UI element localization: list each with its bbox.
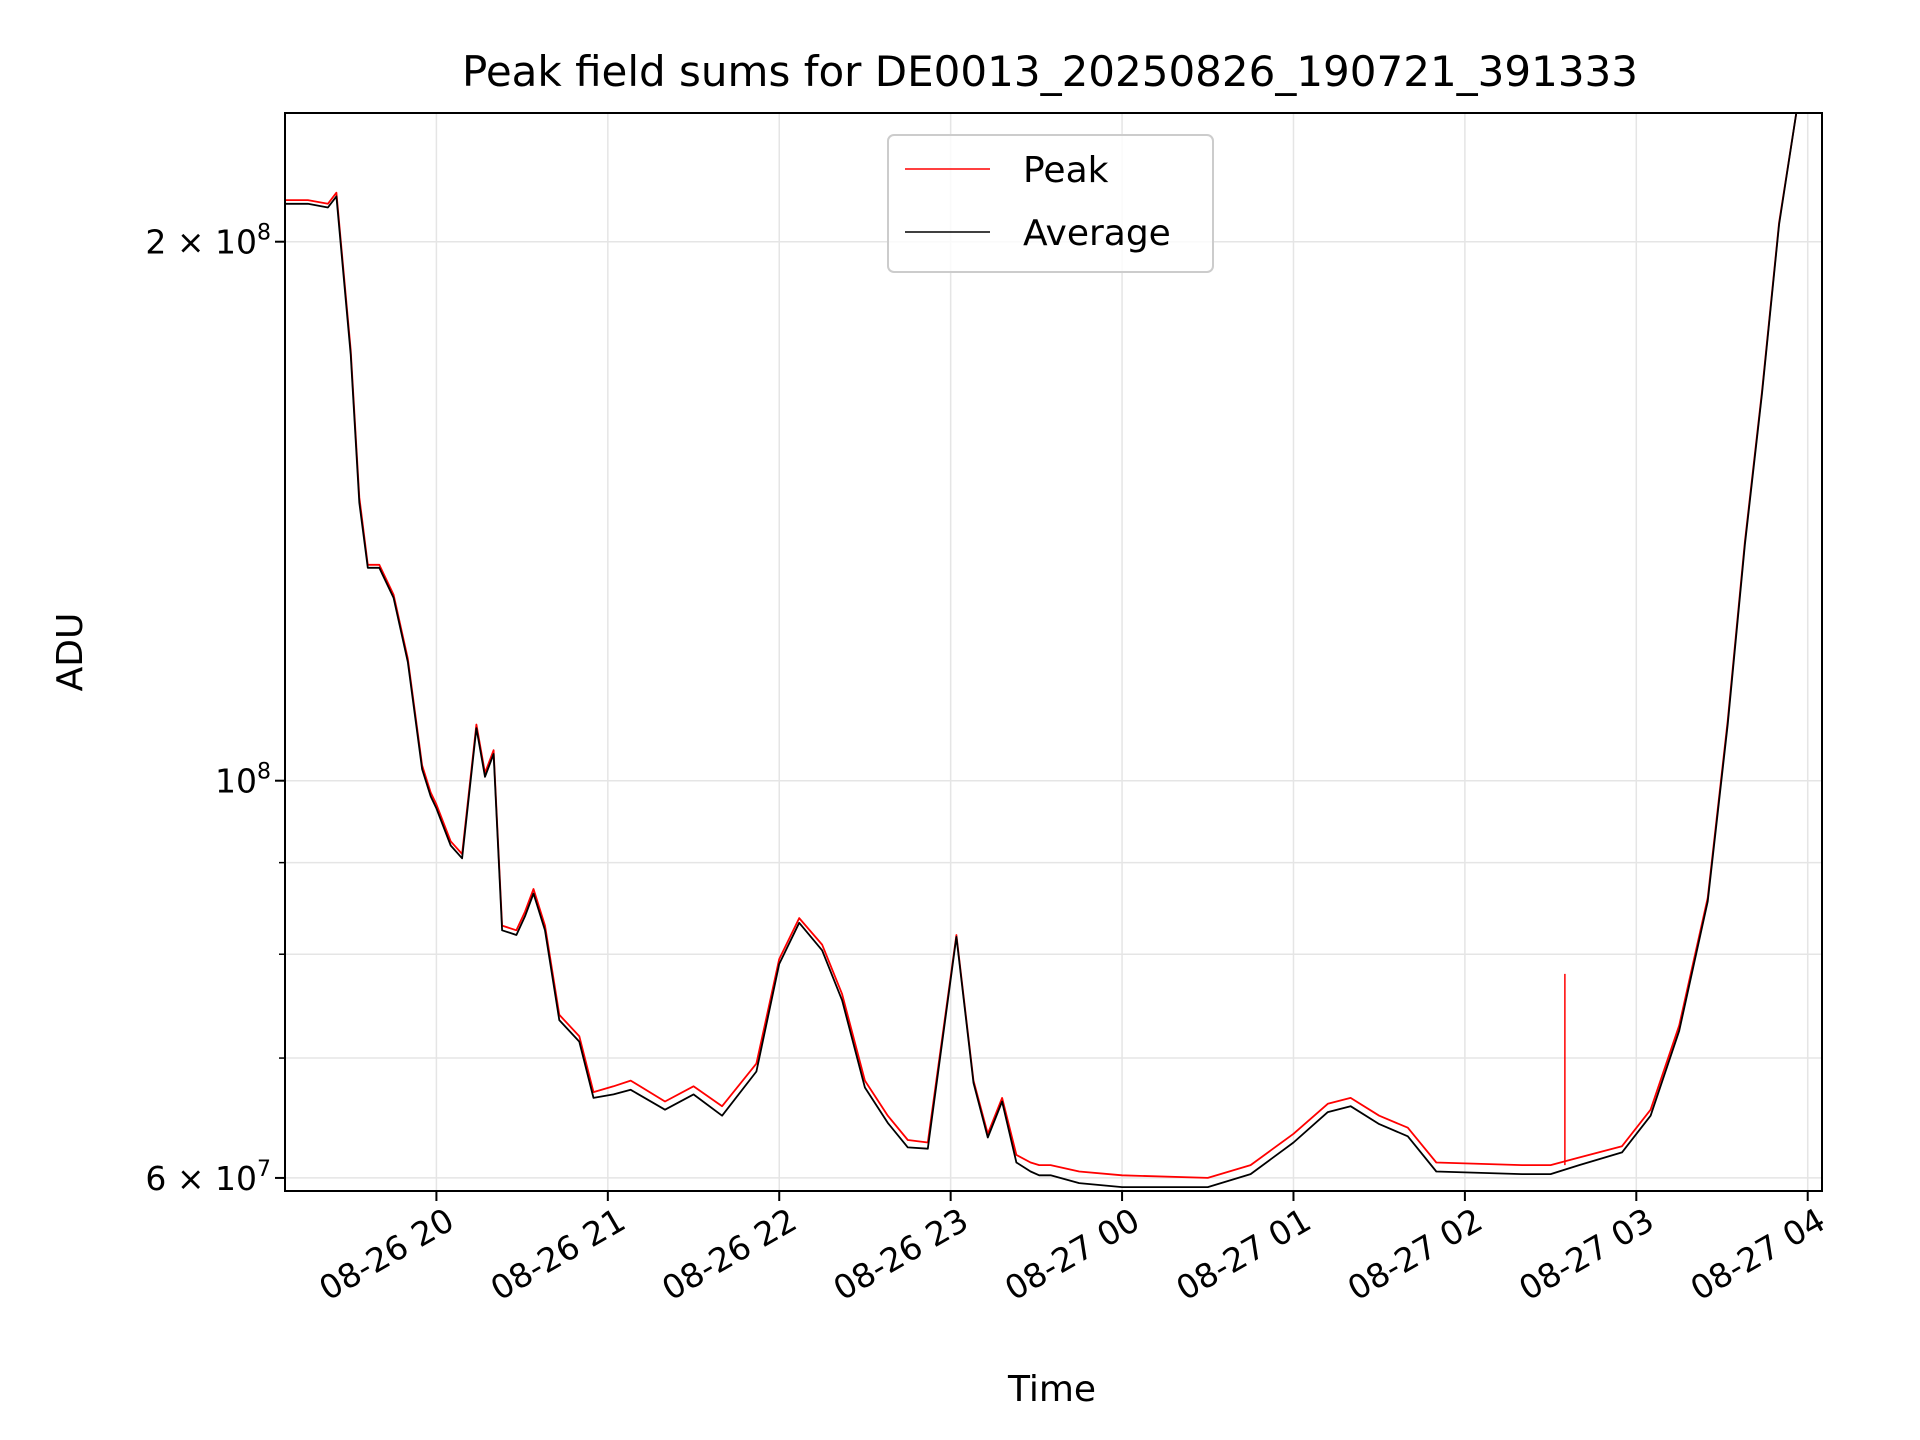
series-line-peak <box>285 112 1798 1179</box>
y-tick-label-exponent: 7 <box>257 1157 271 1182</box>
y-tick-label-exponent: 8 <box>257 760 271 785</box>
series-line-average <box>285 112 1798 1188</box>
legend: Peak Average <box>887 134 1214 273</box>
legend-label-peak: Peak <box>1023 150 1109 191</box>
y-tick-label-base: 2 × 10 <box>145 223 257 262</box>
y-tick-label-base: 6 × 10 <box>145 1159 257 1198</box>
y-tick-label: 108 <box>215 760 271 801</box>
y-axis-label: ADU <box>50 613 91 692</box>
y-tick-label: 2 × 108 <box>145 221 271 262</box>
legend-label-average: Average <box>1023 213 1171 254</box>
plot-frame <box>284 112 1823 1192</box>
y-tick-label: 6 × 107 <box>145 1157 271 1198</box>
series-layer <box>285 112 1798 1188</box>
grid <box>285 113 1822 1191</box>
y-tick-label-base: 10 <box>215 762 257 801</box>
chart-title: Peak field sums for DE0013_20250826_1907… <box>462 47 1638 96</box>
x-axis-label: Time <box>1007 1369 1096 1410</box>
y-tick-label-exponent: 8 <box>257 221 271 246</box>
